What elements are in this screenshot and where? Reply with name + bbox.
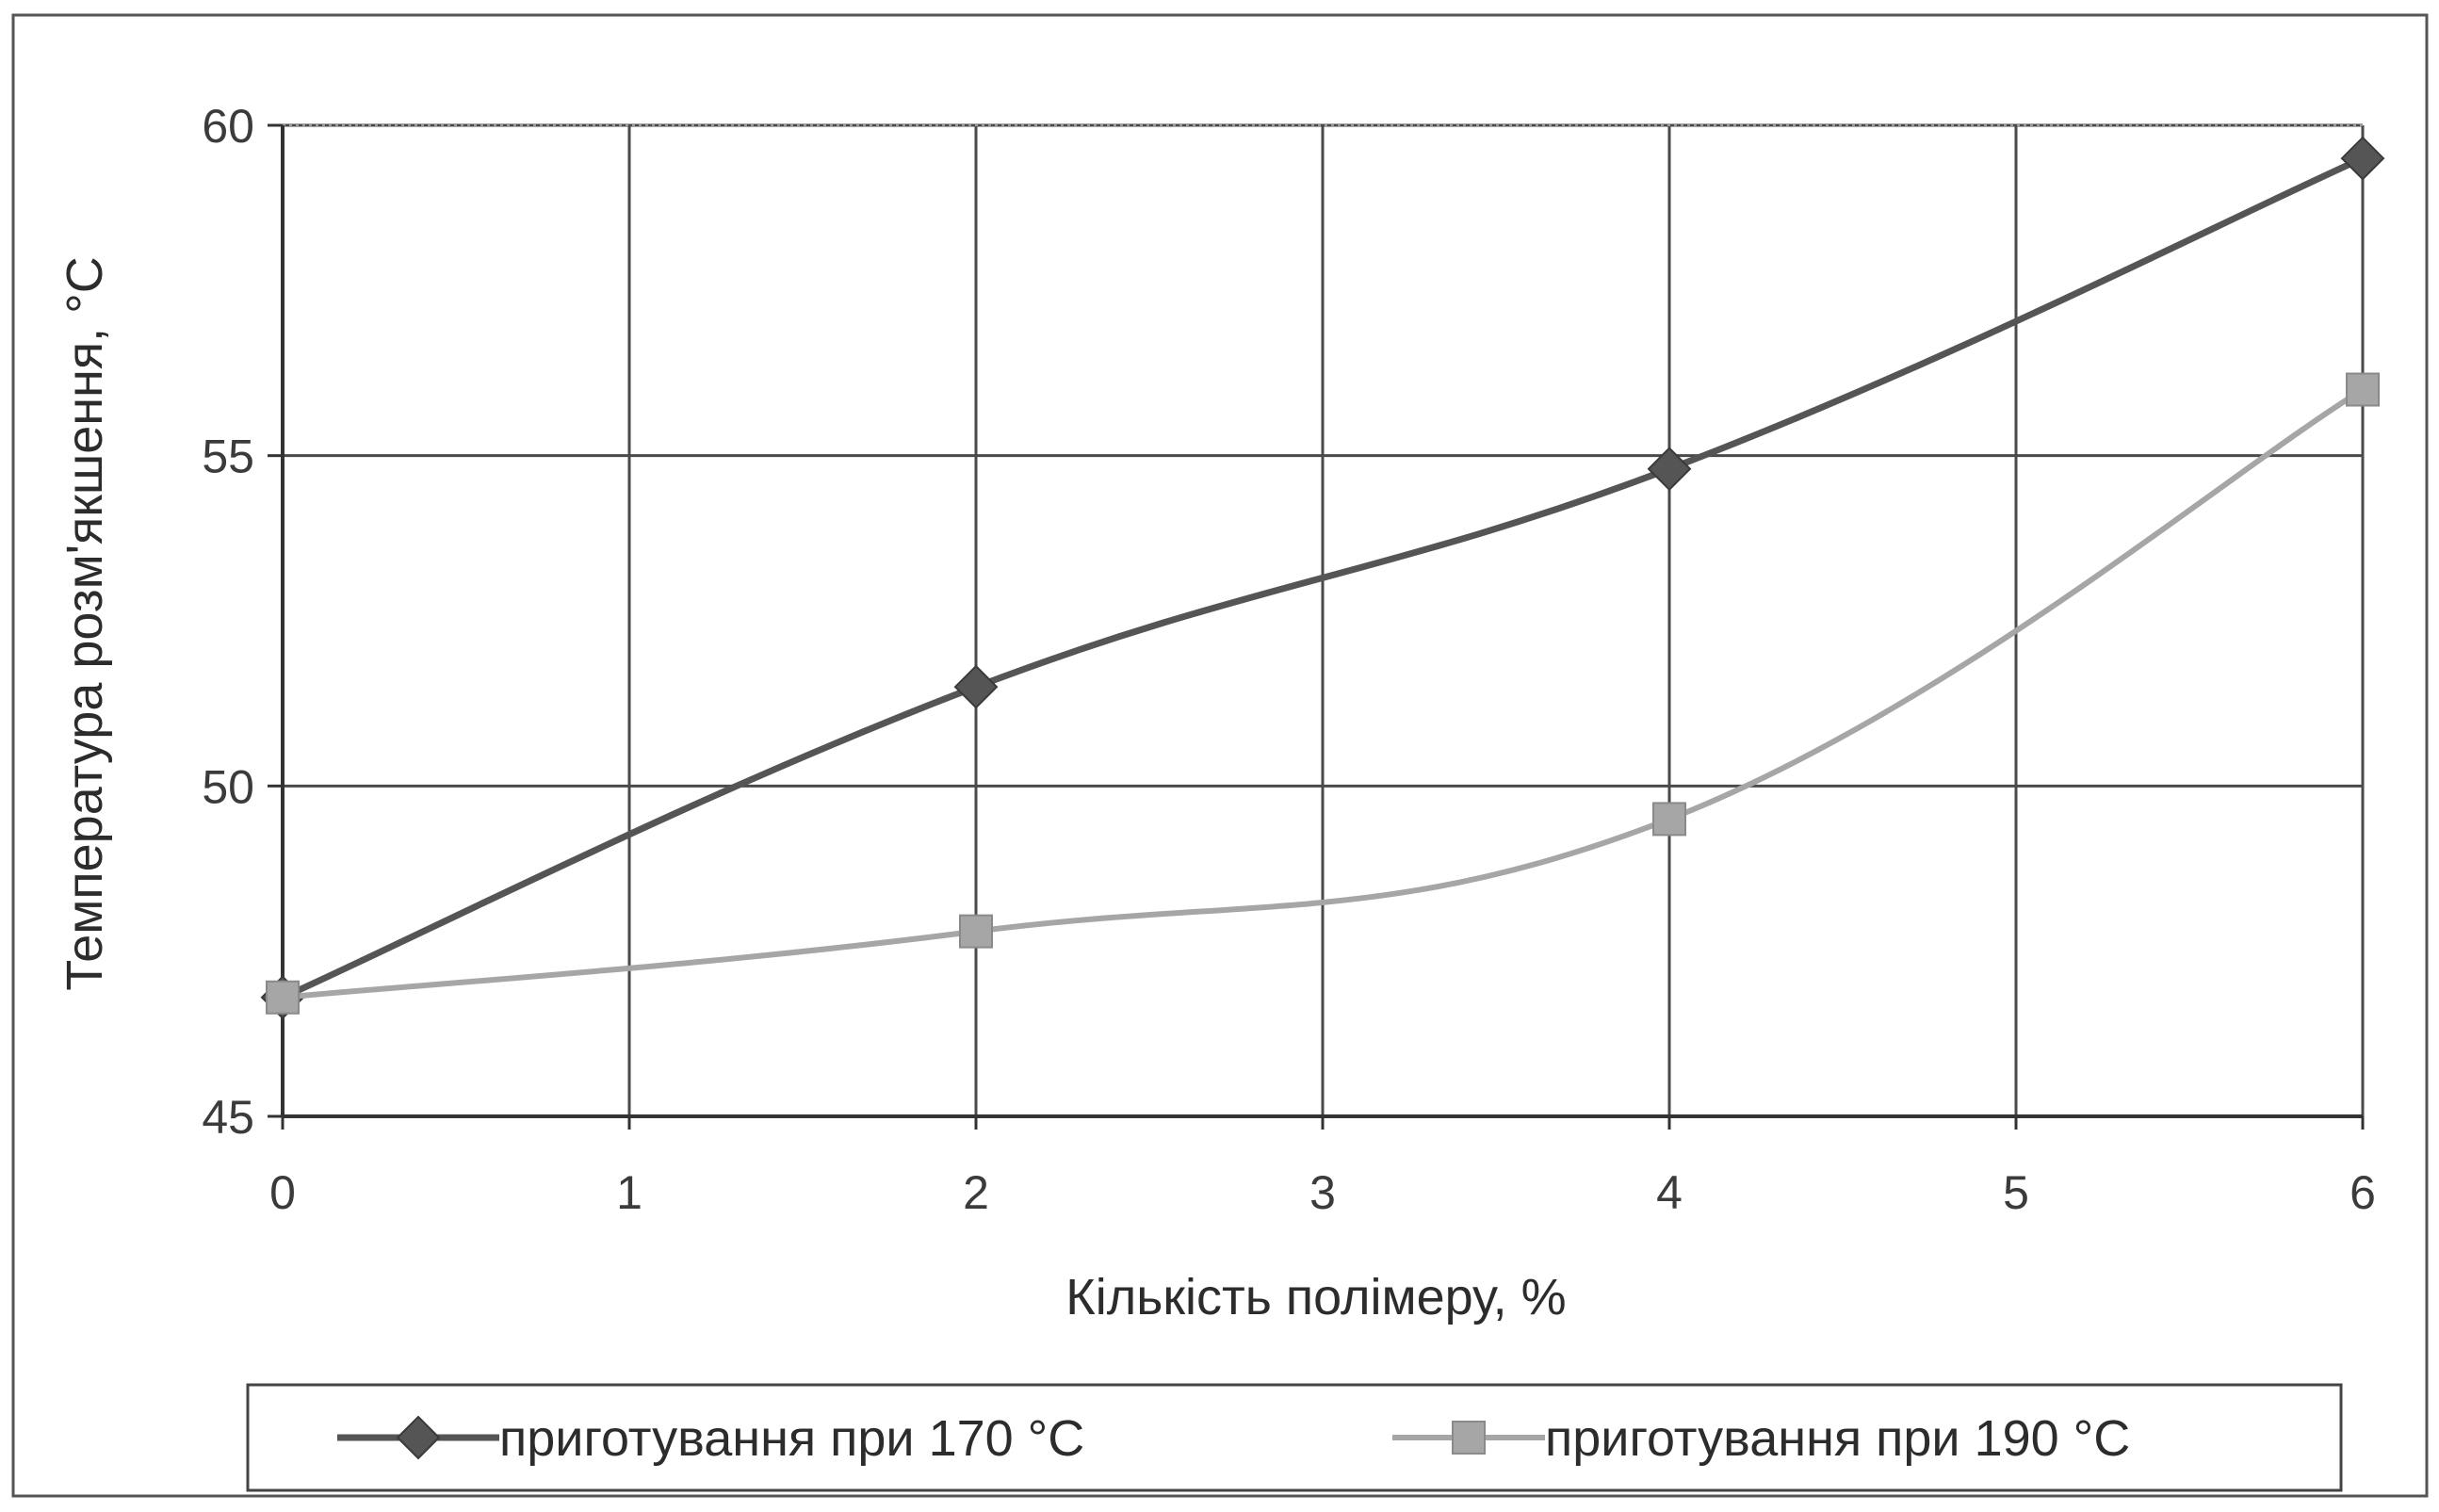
x-tick-label: 2 [963,1166,989,1219]
y-tick-label: 45 [202,1091,254,1144]
legend-marker [396,1415,441,1460]
axes [268,123,2365,1130]
legend-label: приготування при 190 °С [1545,1410,2130,1467]
gridlines [283,123,2365,1116]
x-tick-label: 3 [1309,1166,1336,1219]
legend-item-1: приготування при 170 °С [337,1410,1084,1467]
series-2 [266,372,2380,1015]
x-tick-label: 1 [616,1166,642,1219]
legend-marker [1452,1421,1486,1455]
y-tick-label: 50 [202,760,254,813]
data-point [1652,802,1686,837]
legend-box [246,1383,2343,1492]
chart-frame [11,13,2429,1498]
series-line-2 [282,386,2365,1000]
data-point [266,980,300,1015]
y-tick-label: 55 [202,431,254,483]
legend: приготування при 170 °С приготування при … [246,1383,2343,1492]
data-point [953,664,999,709]
x-axis-title: Кількість полімеру, % [1065,1269,1566,1325]
data-point [1647,447,1692,492]
x-tick-label: 0 [269,1166,296,1219]
legend-label: приготування при 170 °С [499,1410,1084,1467]
x-tick-label: 4 [1656,1166,1683,1219]
series-lines [260,136,2385,1020]
data-point [2340,136,2385,181]
x-tick-label: 6 [2350,1166,2376,1219]
series-line-1 [281,154,2365,1000]
x-tick-label: 5 [2003,1166,2029,1219]
data-point [2346,372,2380,407]
y-axis-title: Температура розм'якшення, °С [57,256,113,990]
y-tick-label: 60 [202,100,254,153]
data-point [959,914,993,949]
legend-item-2: приготування при 190 °С [1392,1410,2130,1467]
